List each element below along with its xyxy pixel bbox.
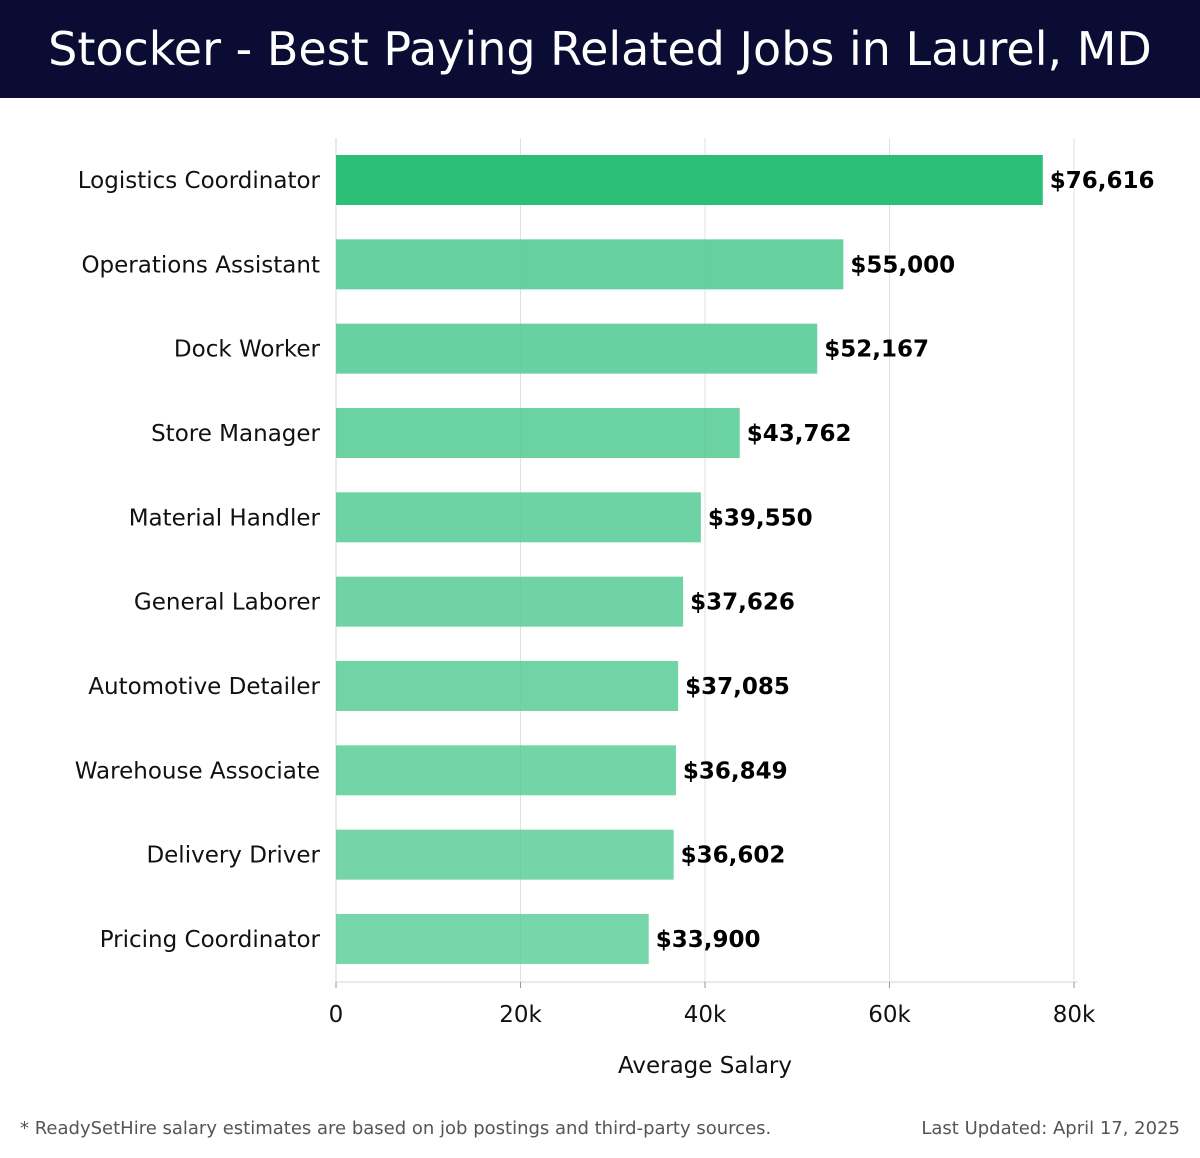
bar [336, 323, 818, 374]
category-label: Store Manager [151, 421, 320, 447]
category-label: Warehouse Associate [75, 758, 320, 784]
data-label: $55,000 [850, 252, 955, 278]
bar [336, 492, 701, 543]
last-updated: Last Updated: April 17, 2025 [921, 1118, 1180, 1139]
category-label: Automotive Detailer [88, 674, 320, 700]
bar [336, 660, 679, 711]
category-label: Operations Assistant [81, 252, 320, 278]
category-label: Logistics Coordinator [78, 168, 321, 194]
category-label: Material Handler [129, 505, 321, 531]
x-tick-label: 40k [684, 1002, 727, 1028]
data-label: $37,085 [685, 674, 790, 700]
x-tick-label: 20k [499, 1002, 542, 1028]
footnote: * ReadySetHire salary estimates are base… [20, 1118, 772, 1139]
x-tick-label: 80k [1053, 1002, 1096, 1028]
x-axis-title: Average Salary [618, 1053, 792, 1079]
chart-header: Stocker - Best Paying Related Jobs in La… [0, 0, 1200, 98]
category-label: General Laborer [134, 590, 321, 616]
data-label: $37,626 [690, 590, 795, 616]
data-label: $52,167 [824, 337, 929, 363]
data-label: $39,550 [708, 505, 813, 531]
bar [336, 239, 844, 290]
category-label: Pricing Coordinator [100, 927, 321, 953]
data-label: $43,762 [747, 421, 852, 447]
bar [336, 745, 676, 796]
category-label: Delivery Driver [146, 843, 320, 869]
data-label: $36,849 [683, 758, 788, 784]
data-label: $33,900 [656, 927, 761, 953]
bar [336, 407, 740, 458]
x-tick-label: 0 [329, 1002, 344, 1028]
x-tick-label: 60k [868, 1002, 911, 1028]
bar [336, 576, 684, 627]
bar [336, 829, 674, 880]
chart-title: Stocker - Best Paying Related Jobs in La… [48, 22, 1152, 76]
bar-chart: Logistics Coordinator $76,616 Operations A… [75, 138, 1155, 1079]
data-label: $36,602 [681, 843, 786, 869]
data-label: $76,616 [1050, 168, 1155, 194]
bar [336, 155, 1043, 205]
bar [336, 913, 649, 964]
category-label: Dock Worker [174, 337, 321, 363]
